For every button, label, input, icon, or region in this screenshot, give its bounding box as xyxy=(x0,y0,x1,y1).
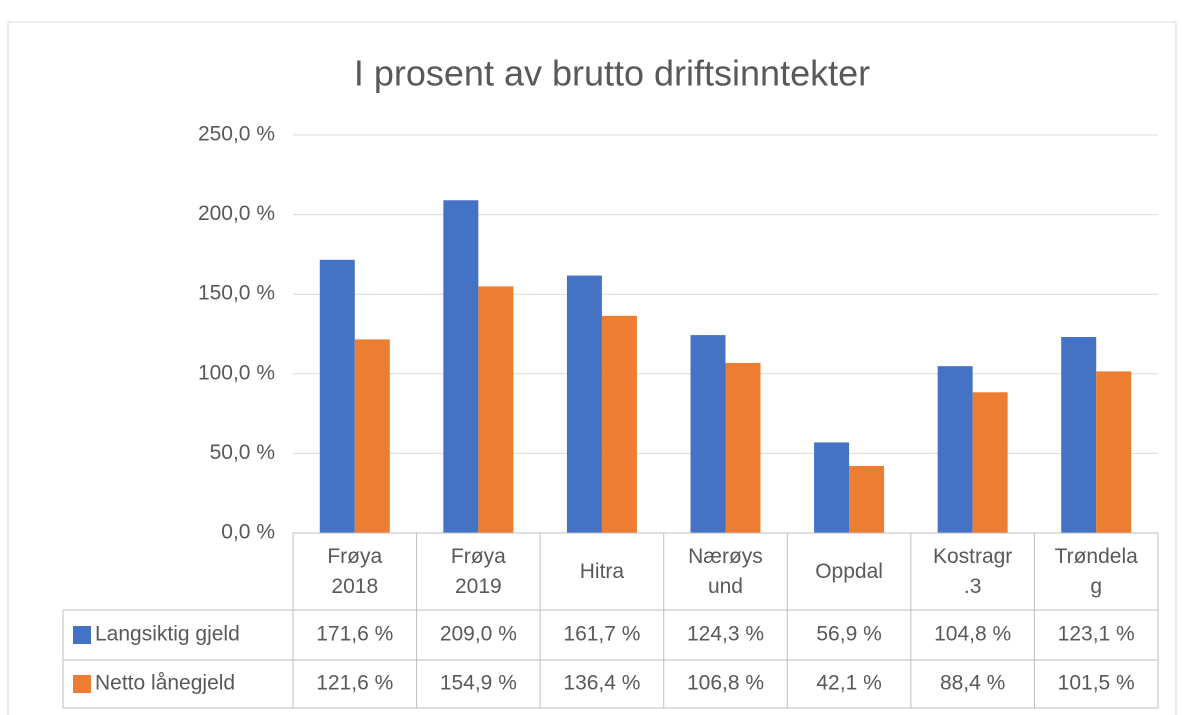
value-label: 124,3 % xyxy=(687,623,764,646)
legend-label: Netto lånegjeld xyxy=(95,672,235,695)
bar xyxy=(478,286,514,533)
bar xyxy=(849,465,885,533)
bar xyxy=(690,335,726,533)
category-text: Frøya 2019 xyxy=(450,545,506,598)
y-tick-label: 150,0 % xyxy=(198,282,275,305)
x-tick-label: Frøya 2018 xyxy=(293,533,417,610)
legend-swatch xyxy=(73,626,91,644)
value-label: 106,8 % xyxy=(687,672,764,695)
value-label: 121,6 % xyxy=(316,672,393,695)
category-text: Oppdal xyxy=(815,559,883,583)
category-text: Nærøysund xyxy=(688,545,763,598)
bar xyxy=(354,339,390,533)
legend-label: Langsiktig gjeld xyxy=(95,623,240,646)
bar xyxy=(814,442,850,533)
y-tick-label: 100,0 % xyxy=(198,361,275,384)
value-label: 161,7 % xyxy=(563,623,640,646)
bar xyxy=(319,259,355,533)
x-tick-label: Kostragr.3 xyxy=(911,533,1035,610)
y-tick-label: 50,0 % xyxy=(210,441,275,464)
y-tick-label: 250,0 % xyxy=(198,123,275,146)
value-label: 136,4 % xyxy=(563,672,640,695)
legend-swatch xyxy=(73,675,91,693)
x-tick-label: Nærøysund xyxy=(664,533,788,610)
x-tick-label: Oppdal xyxy=(787,533,911,610)
x-tick-label: Trøndelag xyxy=(1034,533,1158,610)
bar xyxy=(972,392,1008,533)
y-tick-label: 200,0 % xyxy=(198,202,275,225)
value-label: 42,1 % xyxy=(816,672,881,695)
category-text: Frøya 2018 xyxy=(327,545,383,598)
category-text: Trøndelag xyxy=(1054,545,1138,598)
category-text: Hitra xyxy=(579,559,625,583)
category-text: Kostragr.3 xyxy=(932,545,1013,598)
value-label: 123,1 % xyxy=(1058,623,1135,646)
value-label: 171,6 % xyxy=(316,623,393,646)
value-label: 104,8 % xyxy=(934,623,1011,646)
bar xyxy=(443,200,479,533)
bar xyxy=(601,315,637,533)
bar xyxy=(566,275,602,533)
bar xyxy=(1061,337,1097,533)
x-tick-label: Frøya 2019 xyxy=(417,533,541,610)
value-label: 101,5 % xyxy=(1058,672,1135,695)
value-label: 154,9 % xyxy=(440,672,517,695)
bar xyxy=(1096,371,1132,533)
value-label: 209,0 % xyxy=(440,623,517,646)
bar xyxy=(725,362,761,533)
value-label: 56,9 % xyxy=(816,623,881,646)
value-label: 88,4 % xyxy=(940,672,1005,695)
y-tick-label: 0,0 % xyxy=(221,521,275,544)
chart-title: I prosent av brutto driftsinntekter xyxy=(354,53,870,94)
x-tick-label: Hitra xyxy=(540,533,664,610)
bar xyxy=(937,366,973,533)
